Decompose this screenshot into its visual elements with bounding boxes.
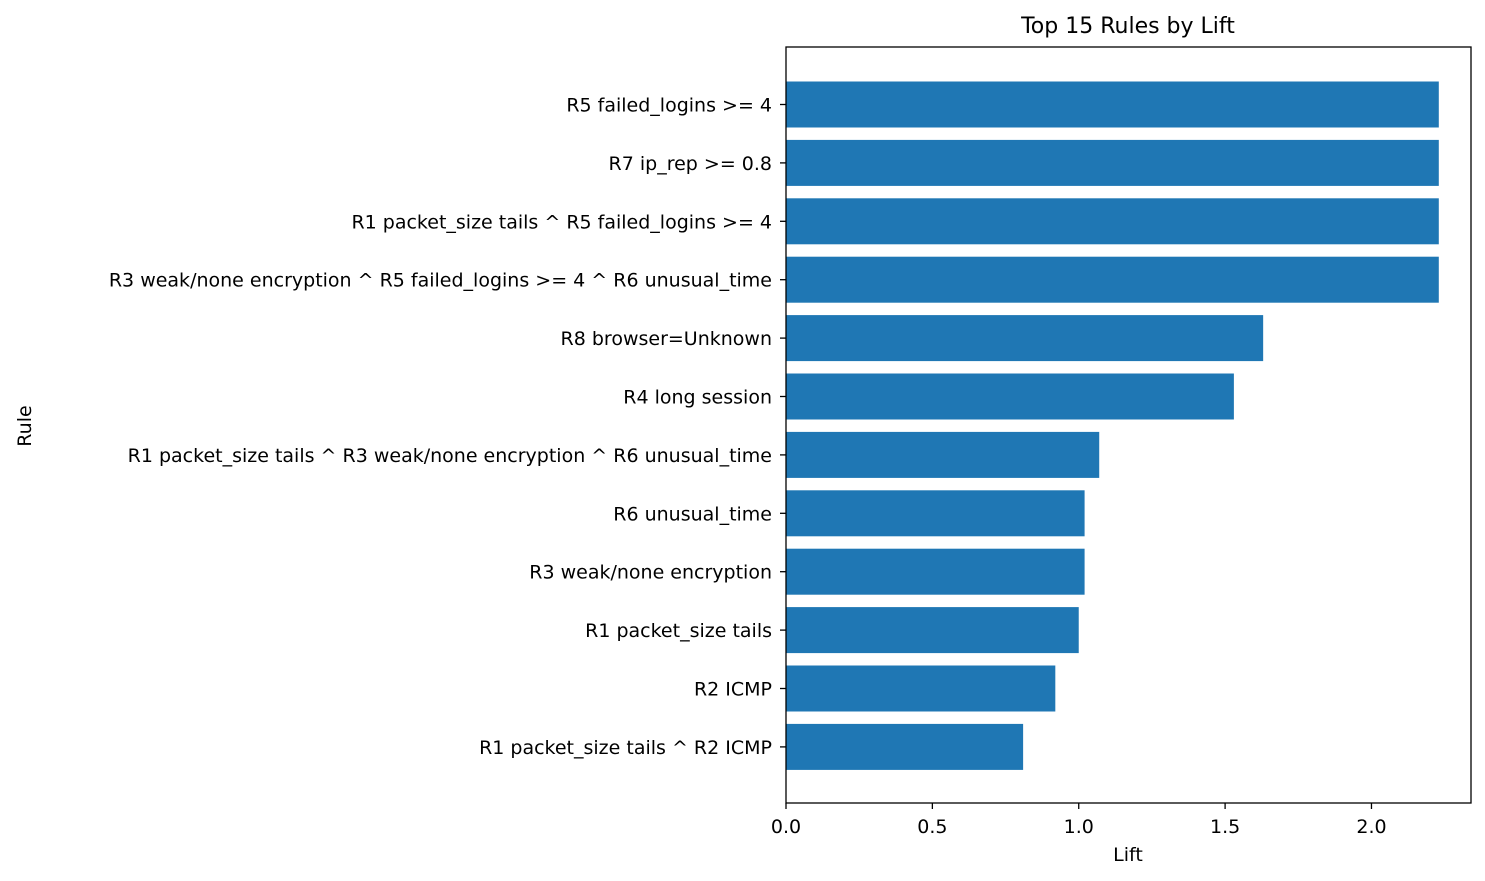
y-tick-label: R1 packet_size tails ^ R5 failed_logins …	[351, 211, 772, 233]
x-tick-label: 0.0	[771, 816, 801, 838]
plot-frame	[785, 46, 1472, 804]
y-tick-label: R8 browser=Unknown	[561, 328, 772, 350]
chart-title: Top 15 Rules by Lift	[1020, 14, 1235, 39]
bar	[786, 607, 1079, 654]
x-axis-ticks: 0.0 0.5 1.0 1.5 2.0	[771, 803, 1387, 838]
y-tick-label: R1 packet_size tails	[585, 620, 772, 642]
bar	[786, 723, 1024, 770]
y-axis-ticks: R5 failed_logins >= 4 R7 ip_rep >= 0.8 R1 …	[109, 95, 786, 759]
bar	[786, 198, 1439, 245]
x-tick-label: 0.5	[917, 816, 947, 838]
bar	[786, 373, 1234, 420]
y-tick-label: R5 failed_logins >= 4	[566, 95, 772, 117]
x-axis-label: Lift	[1113, 844, 1143, 866]
y-tick-label: R4 long session	[623, 387, 772, 409]
y-tick-label: R6 unusual_time	[613, 503, 772, 525]
y-tick-label: R1 packet_size tails ^ R2 ICMP	[479, 737, 772, 759]
y-tick-label: R7 ip_rep >= 0.8	[609, 153, 772, 175]
y-tick-label: R2 ICMP	[694, 679, 772, 701]
x-tick-label: 2.0	[1356, 816, 1386, 838]
bar	[786, 81, 1439, 128]
bar	[786, 139, 1439, 186]
y-tick-label: R3 weak/none encryption	[529, 562, 772, 584]
bars-group	[786, 81, 1439, 770]
bar	[786, 548, 1085, 595]
bar	[786, 431, 1100, 478]
bar	[786, 315, 1264, 362]
bar	[786, 256, 1439, 303]
x-tick-label: 1.5	[1210, 816, 1240, 838]
bar	[786, 665, 1056, 712]
x-tick-label: 1.0	[1064, 816, 1094, 838]
bar	[786, 490, 1085, 537]
y-axis-label: Rule	[14, 405, 36, 446]
y-tick-label: R1 packet_size tails ^ R3 weak/none encr…	[128, 445, 772, 467]
y-tick-label: R3 weak/none encryption ^ R5 failed_logi…	[109, 270, 772, 292]
